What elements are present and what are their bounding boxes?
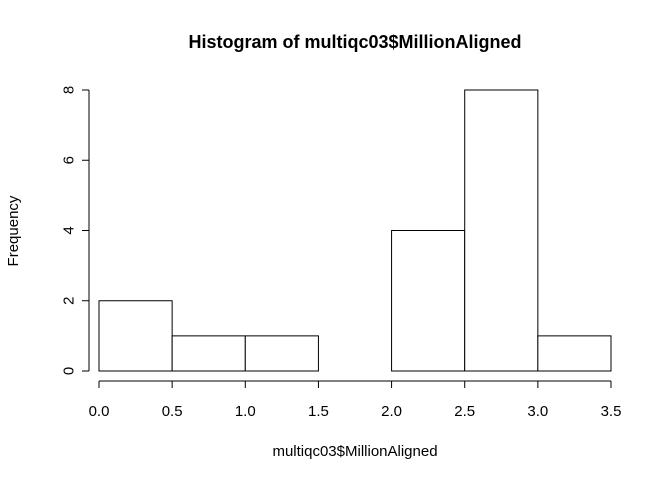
- histogram-bar: [171, 335, 246, 372]
- x-tick-label: 1.5: [308, 403, 329, 420]
- y-tick-label: 0: [61, 367, 78, 375]
- chart-title: Histogram of multiqc03$MillionAligned: [188, 32, 521, 52]
- histogram-bar: [391, 230, 466, 372]
- histogram-bar: [244, 335, 319, 372]
- y-tick-label: 8: [61, 86, 78, 94]
- bars-group: [98, 89, 612, 372]
- y-axis-label: Frequency: [5, 195, 22, 266]
- x-tick-label: 3.5: [601, 403, 622, 420]
- histogram-bar: [98, 300, 173, 372]
- x-tick-label: 2.0: [381, 403, 402, 420]
- x-tick-label: 3.0: [527, 403, 548, 420]
- histogram-bar: [537, 335, 612, 372]
- histogram-bar: [464, 89, 539, 372]
- y-tick-label: 2: [61, 297, 78, 305]
- x-axis: 0.0 0.5 1.0 1.5 2.0 2.5 3.0 3.5: [89, 380, 622, 420]
- x-tick-label: 1.0: [235, 403, 256, 420]
- x-tick-label: 0.5: [162, 403, 183, 420]
- y-tick-label: 4: [61, 226, 78, 234]
- y-tick-label: 6: [61, 156, 78, 164]
- y-axis: 0 2 4 6 8: [61, 86, 90, 375]
- x-tick-label: 2.5: [454, 403, 475, 420]
- x-axis-label: multiqc03$MillionAligned: [272, 443, 437, 460]
- x-tick-label: 0.0: [89, 403, 110, 420]
